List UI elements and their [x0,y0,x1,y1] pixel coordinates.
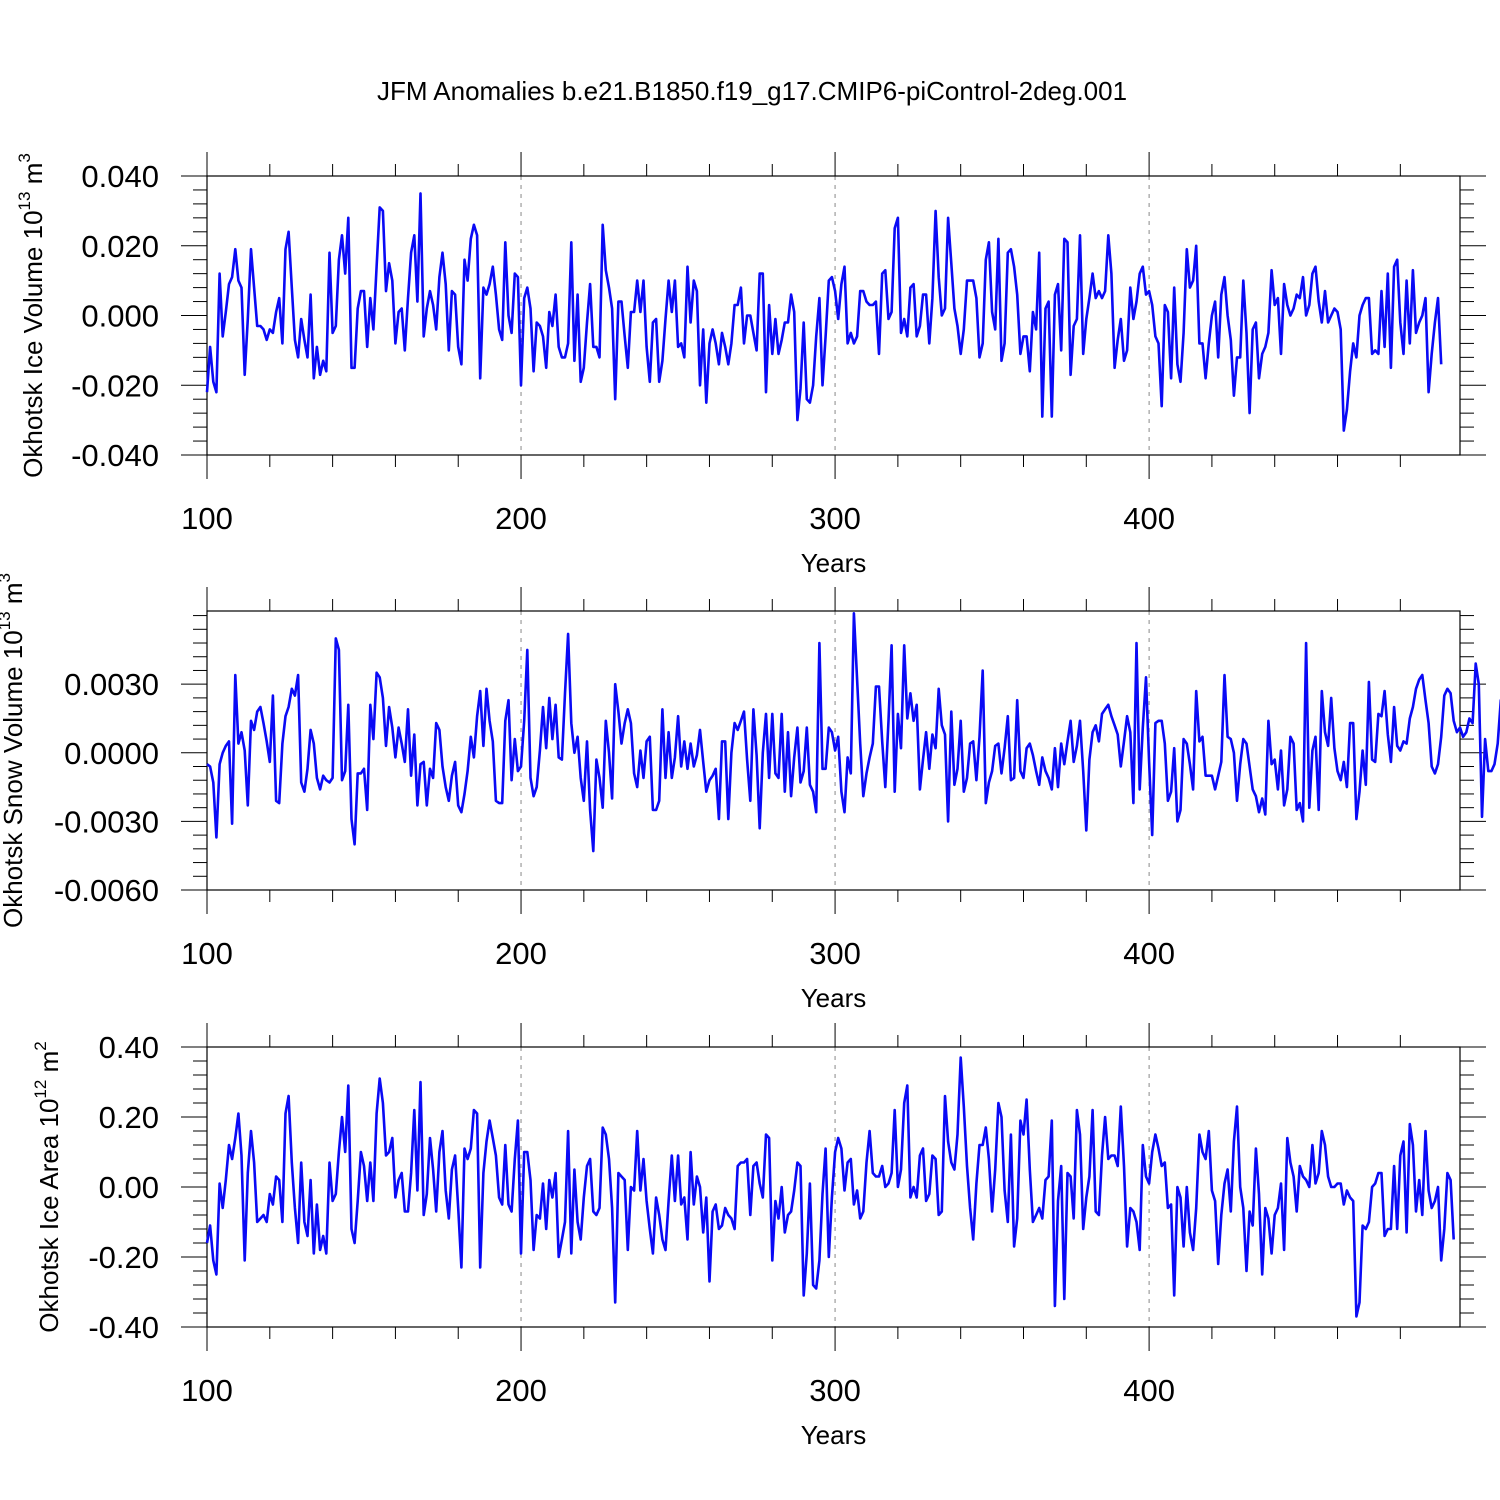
chart-title: JFM Anomalies b.e21.B1850.f19_g17.CMIP6-… [377,76,1127,106]
x-tick-label: 400 [1123,501,1175,536]
y-axis-title-unit-exponent: 3 [15,153,34,162]
y-axis-title-unit-exponent: 3 [0,573,14,582]
x-tick-label: 100 [181,936,233,971]
x-axis-title: Years [801,548,867,578]
panel-3: 100 200 300 400 Years -0.40 -0.20 0.00 0.20 0.40 O… [31,1023,1486,1450]
x-tick-label: 100 [181,501,233,536]
x-tick-label: 200 [495,936,547,971]
y-tick-label: 0.40 [99,1030,159,1065]
x-axis-title: Years [801,1420,867,1450]
x-tick-label: 200 [495,501,547,536]
y-tick-label: 0.0030 [64,667,159,702]
y-axis-title-exponent: 13 [15,192,34,211]
y-tick-label: -0.0060 [54,873,159,908]
series-line [205,1056,1455,1318]
y-axis-title-exponent: 12 [31,1080,50,1099]
x-tick-label: 300 [809,936,861,971]
y-axis-title-unit: m [34,1051,64,1080]
y-tick-label: -0.020 [71,368,159,403]
y-axis-title-main: Okhotsk Snow Volume 10 [0,630,28,928]
y-tick-label: 0.040 [81,159,159,194]
x-tick-label: 100 [181,1373,233,1408]
panel-2: 100 200 300 400 Years -0.0060 -0.0030 0.0000 0.0… [0,573,1500,1013]
y-tick-label: -0.20 [88,1240,159,1275]
x-tick-label: 200 [495,1373,547,1408]
plot-frame [206,610,1461,891]
x-tick-label: 400 [1123,936,1175,971]
y-tick-label: -0.40 [88,1310,159,1345]
y-axis-title: Okhotsk Snow Volume 1013 m3 [0,573,28,928]
x-axis-title: Years [801,983,867,1013]
y-tick-label: 0.020 [81,229,159,264]
y-tick-label: -0.0030 [54,804,159,839]
y-axis-title-main: Okhotsk Ice Volume 10 [18,210,48,477]
y-axis-title-exponent: 13 [0,611,14,630]
series-line [206,611,1500,853]
y-axis-title-unit: m [18,163,48,192]
panels-group: 100 200 300 400 Years -0.040 -0.020 0.000 0.020 0… [0,152,1500,1450]
x-tick-label: 400 [1123,1373,1175,1408]
y-tick-label: 0.20 [99,1100,159,1135]
y-axis-title: Okhotsk Ice Area 1012 m2 [31,1041,64,1332]
panel-1: 100 200 300 400 Years -0.040 -0.020 0.000 0.020 0… [15,152,1486,578]
x-tick-label: 300 [809,1373,861,1408]
series-line [205,192,1443,432]
y-axis-title: Okhotsk Ice Volume 1013 m3 [15,153,48,478]
y-tick-label: 0.00 [99,1170,159,1205]
y-axis-title-unit: m [0,582,28,611]
y-tick-label: 0.000 [81,299,159,334]
y-axis-title-main: Okhotsk Ice Area 10 [34,1099,64,1333]
y-tick-label: -0.040 [71,438,159,473]
y-tick-label: 0.0000 [64,736,159,771]
x-tick-label: 300 [809,501,861,536]
y-axis-title-unit-exponent: 2 [31,1041,50,1050]
